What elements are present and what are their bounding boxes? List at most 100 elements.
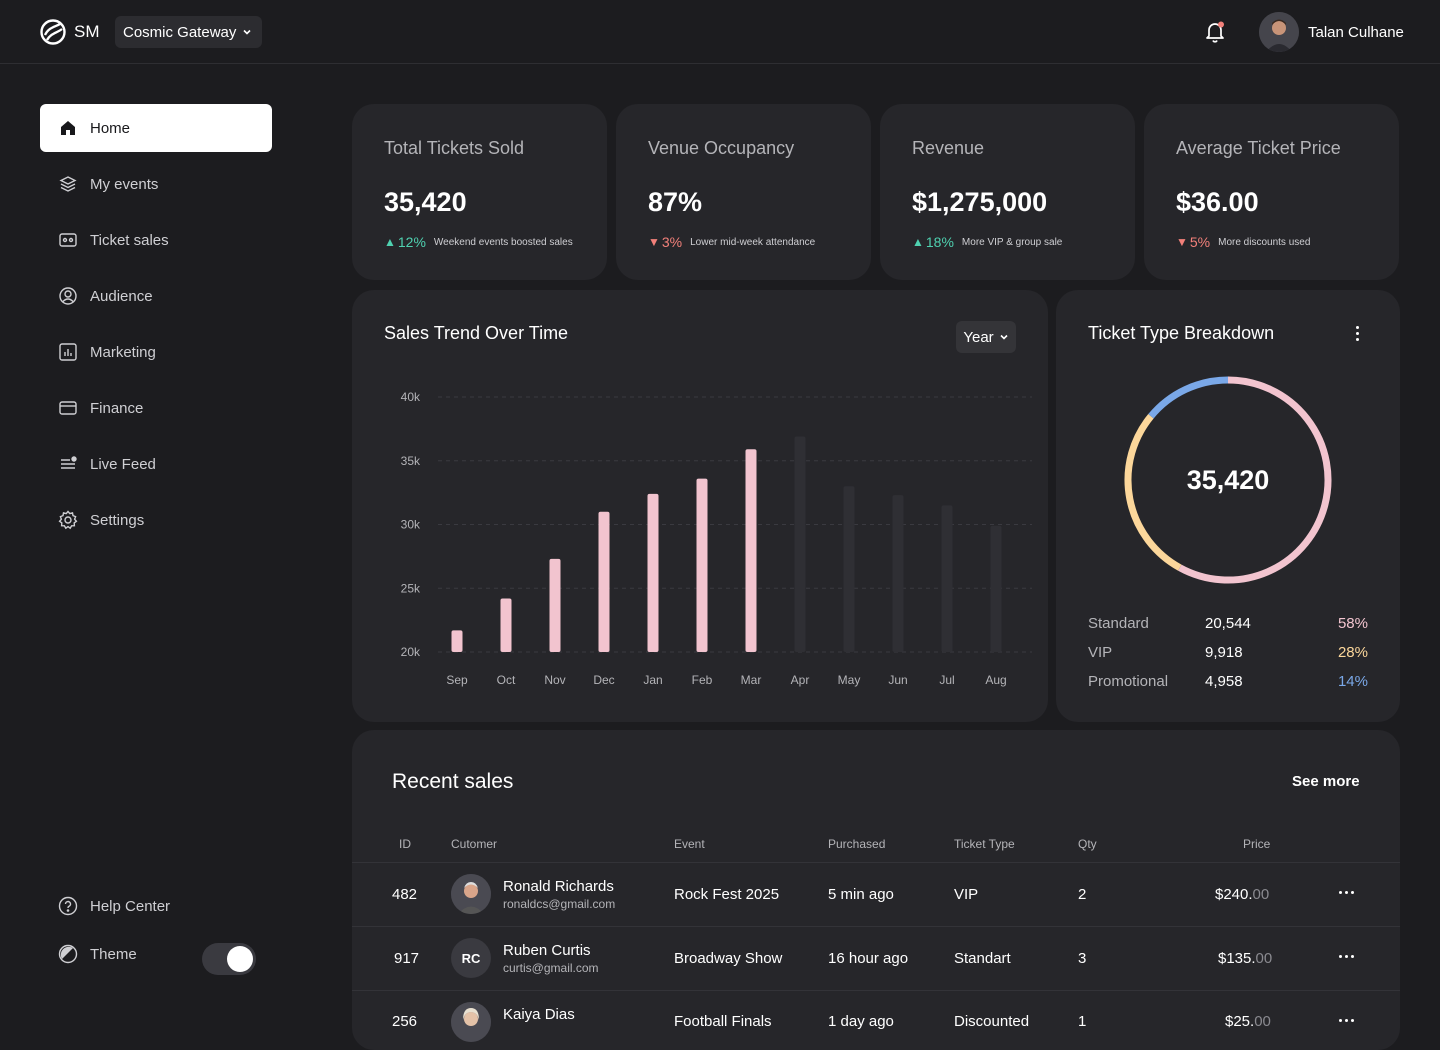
bar-apr	[794, 436, 806, 652]
sidebar-item-label: Home	[90, 119, 131, 137]
help-center-label: Help Center	[90, 897, 171, 915]
avatar	[451, 1002, 491, 1042]
bar-chart-icon	[59, 343, 77, 361]
customer-email: curtis@gmail.com	[503, 961, 599, 975]
legend-value: 20,544	[1205, 615, 1251, 632]
sidebar-item-my-events[interactable]: My events	[40, 160, 272, 208]
kpi-value: $1,275,000	[912, 187, 1048, 217]
sidebar-item-audience[interactable]: Audience	[40, 272, 272, 320]
trend-up-icon: ▲	[384, 235, 396, 249]
cell-event: Rock Fest 2025	[674, 886, 780, 903]
sidebar-item-marketing[interactable]: Marketing	[40, 328, 272, 376]
card-icon	[59, 401, 77, 415]
cell-id: 256	[392, 1013, 418, 1030]
kpi-delta: ▼ 3%	[648, 234, 683, 250]
home-icon	[61, 121, 75, 135]
legend-pct: 58%	[1337, 615, 1368, 632]
legend-pct: 14%	[1337, 673, 1368, 690]
x-tick-label: Apr	[791, 673, 810, 687]
help-icon	[58, 896, 78, 916]
row-actions-icon[interactable]	[1339, 891, 1354, 894]
org-selector[interactable]: Cosmic Gateway	[115, 16, 263, 48]
legend-name: VIP	[1088, 644, 1113, 661]
see-more-link[interactable]: See more	[1292, 773, 1360, 790]
row-actions-icon[interactable]	[1339, 955, 1354, 958]
kpi-value: $36.00	[1176, 187, 1259, 217]
x-tick-label: Mar	[741, 673, 762, 687]
ticket-icon	[59, 233, 77, 247]
sidebar-item-label: My events	[90, 175, 159, 193]
sidebar-item-ticket-sales[interactable]: Ticket sales	[40, 216, 272, 264]
theme-label: Theme	[90, 945, 137, 963]
gear-icon	[58, 510, 78, 530]
donut-segment-standard	[1178, 376, 1332, 584]
bar-aug	[990, 525, 1002, 652]
customer-email: ronaldcs@gmail.com	[503, 897, 616, 911]
x-tick-label: Nov	[544, 673, 565, 687]
column-header-event[interactable]: Event	[674, 837, 705, 851]
kpi-note: More VIP & group sale	[961, 236, 1063, 248]
kpi-note: Lower mid-week attendance	[690, 236, 816, 248]
period-value: Year	[963, 328, 994, 346]
column-header-qty[interactable]: Qty	[1078, 837, 1097, 851]
sidebar-item-label: Live Feed	[90, 455, 156, 473]
logo-text: SM	[74, 22, 100, 41]
x-tick-label: Dec	[593, 673, 614, 687]
user-icon	[59, 287, 77, 305]
cell-price: $135.00	[1218, 950, 1273, 967]
period-dropdown[interactable]: Year	[956, 321, 1016, 353]
legend-pct: 28%	[1337, 644, 1368, 661]
cell-qty: 3	[1078, 950, 1087, 967]
x-tick-label: Oct	[497, 673, 516, 687]
legend-row-standard: Standard 20,544 58%	[1088, 615, 1368, 635]
sidebar-item-settings[interactable]: Settings	[40, 496, 272, 544]
cell-id: 482	[392, 886, 418, 903]
legend-name: Promotional	[1088, 673, 1169, 690]
cell-price: $240.00	[1215, 886, 1270, 903]
column-header-ticket-type[interactable]: Ticket Type	[954, 837, 1015, 851]
sidebar-item-label: Audience	[90, 287, 153, 305]
kpi-title: Average Ticket Price	[1176, 138, 1341, 158]
sidebar-item-live-feed[interactable]: Live Feed	[40, 440, 272, 488]
logo[interactable]: SM	[40, 19, 100, 45]
notification-bell-icon[interactable]	[1204, 20, 1226, 44]
avatar	[1259, 12, 1299, 52]
chevron-down-icon	[243, 29, 251, 35]
column-header-customer[interactable]: Cutomer	[451, 837, 498, 851]
theme-toggle[interactable]	[202, 943, 256, 975]
logo-icon	[40, 19, 66, 45]
trend-up-icon: ▲	[912, 235, 924, 249]
legend-name: Standard	[1088, 615, 1149, 632]
column-header-purchased[interactable]: Purchased	[828, 837, 886, 851]
y-tick-label: 25k	[401, 581, 421, 595]
help-center-link[interactable]: Help Center	[58, 896, 170, 916]
cell-event: Broadway Show	[674, 950, 783, 967]
bar-oct	[500, 598, 512, 652]
sidebar-item-label: Finance	[90, 399, 144, 417]
x-tick-label: Jan	[643, 673, 662, 687]
legend-value: 9,918	[1205, 644, 1243, 661]
legend-row-vip: VIP 9,918 28%	[1088, 644, 1368, 664]
cell-ticket-type: Standart	[954, 950, 1011, 967]
more-options-icon[interactable]	[1348, 322, 1366, 344]
y-tick-label: 40k	[401, 390, 421, 404]
ticket-breakdown-panel	[1056, 290, 1400, 722]
kpi-title: Venue Occupancy	[648, 138, 795, 158]
x-tick-label: Aug	[985, 673, 1006, 687]
row-actions-icon[interactable]	[1339, 1019, 1354, 1022]
user-menu[interactable]: Talan Culhane	[1259, 12, 1404, 52]
column-header-price[interactable]: Price	[1243, 837, 1271, 851]
ticket-type-donut	[1124, 376, 1332, 584]
y-tick-label: 30k	[401, 518, 421, 532]
theme-row: Theme	[58, 944, 137, 964]
kpi-delta: ▼ 5%	[1176, 234, 1211, 250]
sidebar-item-home[interactable]: Home	[40, 104, 272, 152]
cell-purchased: 5 min ago	[828, 886, 894, 903]
column-header-id[interactable]: ID	[399, 837, 411, 851]
chevron-down-icon	[1000, 334, 1008, 340]
kpi-card-average-ticket-price: Average Ticket Price $36.00 ▼ 5% More dis…	[1144, 104, 1399, 280]
avatar	[451, 874, 491, 914]
cell-event: Football Finals	[674, 1013, 772, 1030]
sidebar-item-finance[interactable]: Finance	[40, 384, 272, 432]
top-bar: SM Cosmic Gateway Talan Culhane	[0, 0, 1440, 64]
